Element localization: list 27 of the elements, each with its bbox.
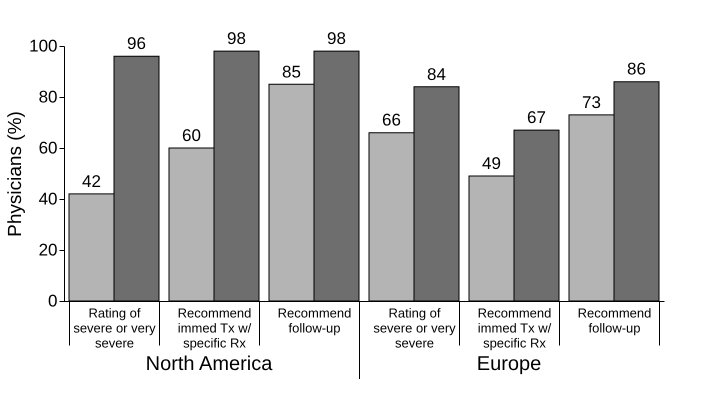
y-axis-title: Physicians (%) bbox=[5, 111, 26, 237]
x-tick-label: Recommend immed Tx w/ specific Rx bbox=[178, 306, 252, 350]
text: North America bbox=[146, 353, 272, 376]
data-label: 84 bbox=[427, 64, 446, 84]
x-tick-label: Recommend immed Tx w/ specific Rx bbox=[478, 306, 552, 350]
data-label: 60 bbox=[182, 126, 201, 145]
data-label: 98 bbox=[327, 29, 346, 48]
data-label: 96 bbox=[127, 34, 146, 54]
y-tick-label: 100 bbox=[29, 36, 58, 56]
data-label: 67 bbox=[527, 108, 546, 128]
x-tick-label: Recommend follow-up bbox=[578, 306, 652, 336]
data-label: 66 bbox=[382, 110, 401, 130]
data-label: 49 bbox=[482, 154, 501, 174]
text: Europe bbox=[476, 353, 542, 376]
y-tick-label: 60 bbox=[38, 138, 58, 158]
data-label: 98 bbox=[227, 29, 246, 48]
x-tick-label: Recommend follow-up bbox=[278, 306, 352, 336]
x-tick-label: Rating of severe or very severe bbox=[73, 306, 156, 350]
data-label: 86 bbox=[627, 60, 646, 79]
y-tick-label: 0 bbox=[48, 292, 58, 310]
data-label: 42 bbox=[82, 172, 101, 191]
x-tick-label: Rating of severe or very severe bbox=[373, 306, 456, 350]
y-tick-label: 80 bbox=[38, 88, 58, 106]
data-label: 85 bbox=[282, 62, 301, 82]
y-tick-label: 20 bbox=[38, 240, 58, 260]
y-tick-label: 40 bbox=[38, 190, 58, 208]
data-label: 73 bbox=[582, 92, 601, 112]
